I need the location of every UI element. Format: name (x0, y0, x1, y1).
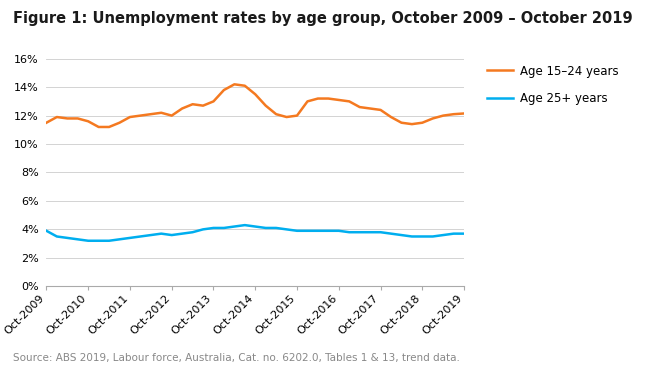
Age 25+ years (64, 236, 72, 240)
Age 25+ years (178, 232, 186, 236)
Age 15–24 years (95, 125, 103, 129)
Age 25+ years (157, 232, 165, 236)
Age 25+ years (418, 234, 426, 239)
Age 25+ years (440, 233, 448, 237)
Age 15–24 years (450, 112, 457, 116)
Age 25+ years (387, 232, 395, 236)
Age 15–24 years (188, 102, 196, 106)
Age 25+ years (199, 227, 207, 232)
Age 15–24 years (105, 125, 113, 129)
Age 25+ years (345, 230, 353, 235)
Age 25+ years (220, 226, 228, 230)
Age 15–24 years (84, 119, 92, 124)
Age 25+ years (366, 230, 374, 235)
Age 25+ years (188, 230, 196, 235)
Age 15–24 years (126, 115, 134, 119)
Age 15–24 years (282, 115, 290, 119)
Age 25+ years (408, 234, 416, 239)
Age 25+ years (429, 234, 437, 239)
Age 15–24 years (377, 108, 385, 112)
Age 15–24 years (199, 103, 207, 108)
Age 25+ years (304, 229, 312, 233)
Age 25+ years (210, 226, 217, 230)
Age 15–24 years (335, 98, 343, 102)
Age 15–24 years (387, 115, 395, 119)
Legend: Age 15–24 years, Age 25+ years: Age 15–24 years, Age 25+ years (487, 65, 619, 105)
Age 15–24 years (440, 113, 448, 118)
Age 25+ years (241, 223, 249, 227)
Age 25+ years (95, 239, 103, 243)
Age 25+ years (231, 224, 239, 229)
Age 25+ years (398, 233, 406, 237)
Age 25+ years (53, 234, 61, 239)
Age 25+ years (450, 232, 457, 236)
Age 15–24 years (231, 82, 239, 87)
Age 25+ years (314, 229, 322, 233)
Age 25+ years (324, 229, 332, 233)
Age 15–24 years (262, 103, 270, 108)
Age 15–24 years (355, 105, 363, 109)
Age 15–24 years (293, 113, 301, 118)
Age 25+ years (355, 230, 363, 235)
Age 25+ years (105, 239, 113, 243)
Age 25+ years (293, 229, 301, 233)
Age 15–24 years (147, 112, 155, 116)
Age 15–24 years (408, 122, 416, 126)
Age 25+ years (282, 227, 290, 232)
Age 25+ years (126, 236, 134, 240)
Age 25+ years (335, 229, 343, 233)
Age 15–24 years (74, 116, 82, 121)
Line: Age 15–24 years: Age 15–24 years (46, 84, 464, 127)
Age 15–24 years (210, 99, 217, 103)
Text: Figure 1: Unemployment rates by age group, October 2009 – October 2019: Figure 1: Unemployment rates by age grou… (13, 11, 633, 26)
Age 15–24 years (220, 88, 228, 92)
Age 25+ years (42, 229, 50, 233)
Age 15–24 years (137, 113, 145, 118)
Age 15–24 years (460, 111, 468, 116)
Age 15–24 years (398, 120, 406, 125)
Age 25+ years (115, 237, 123, 241)
Age 15–24 years (418, 120, 426, 125)
Age 25+ years (147, 233, 155, 237)
Age 15–24 years (168, 113, 176, 118)
Age 25+ years (168, 233, 176, 237)
Age 15–24 years (324, 97, 332, 101)
Age 25+ years (251, 224, 259, 229)
Age 15–24 years (251, 92, 259, 97)
Text: Source: ABS 2019, Labour force, Australia, Cat. no. 6202.0, Tables 1 & 13, trend: Source: ABS 2019, Labour force, Australi… (13, 353, 460, 363)
Age 15–24 years (304, 99, 312, 103)
Age 15–24 years (429, 116, 437, 121)
Age 15–24 years (345, 99, 353, 103)
Age 25+ years (74, 237, 82, 241)
Age 15–24 years (314, 97, 322, 101)
Age 15–24 years (241, 84, 249, 88)
Age 25+ years (377, 230, 385, 235)
Age 15–24 years (272, 112, 280, 116)
Age 15–24 years (366, 106, 374, 111)
Age 15–24 years (42, 120, 50, 125)
Age 15–24 years (178, 106, 186, 111)
Age 25+ years (84, 239, 92, 243)
Age 15–24 years (64, 116, 72, 121)
Age 15–24 years (115, 120, 123, 125)
Age 25+ years (272, 226, 280, 230)
Age 15–24 years (53, 115, 61, 119)
Line: Age 25+ years: Age 25+ years (46, 225, 464, 241)
Age 15–24 years (157, 110, 165, 115)
Age 25+ years (460, 232, 468, 236)
Age 25+ years (137, 234, 145, 239)
Age 25+ years (262, 226, 270, 230)
